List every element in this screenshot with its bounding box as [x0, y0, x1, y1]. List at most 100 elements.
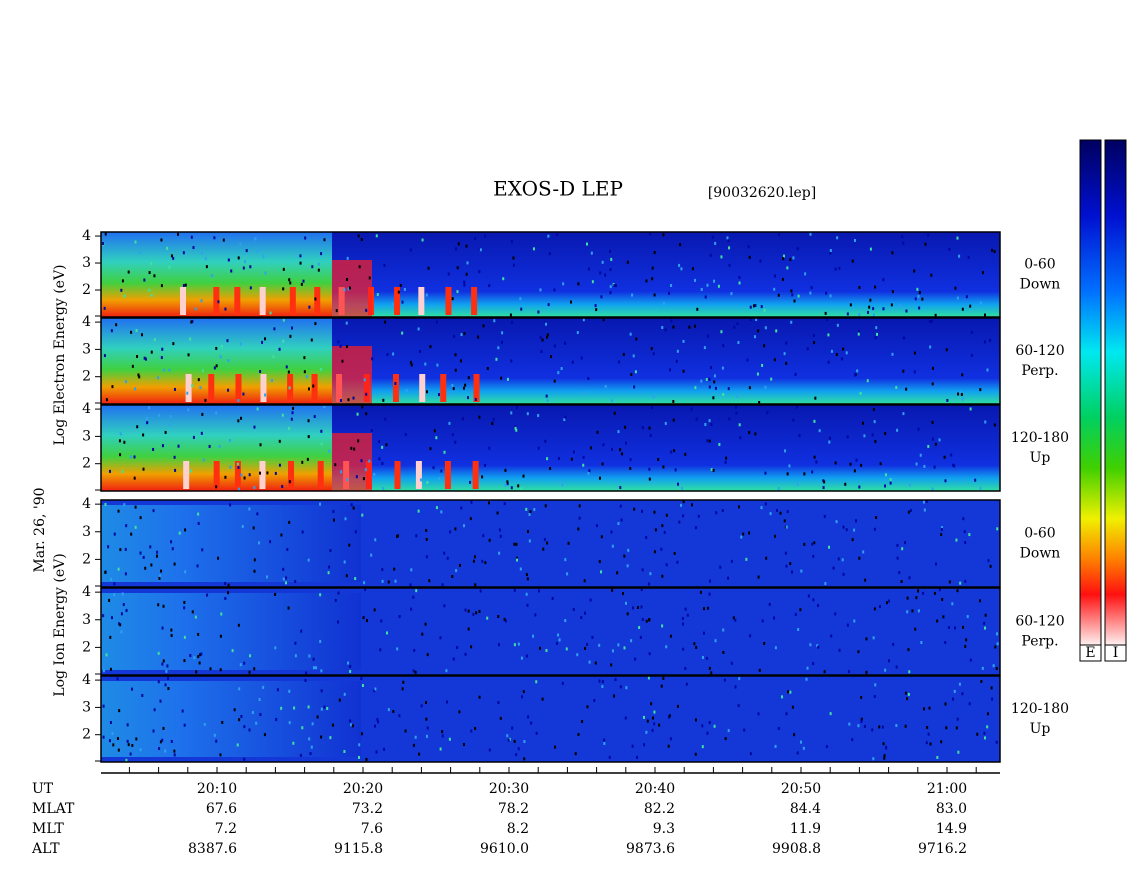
speck: [105, 398, 108, 402]
speck: [667, 744, 670, 748]
y-tick-label: 2: [82, 456, 91, 472]
speck: [470, 729, 473, 733]
speck: [426, 653, 429, 657]
speck: [922, 500, 925, 504]
side-label: Perp.: [1021, 363, 1058, 379]
speck: [775, 508, 778, 512]
speck: [740, 535, 743, 539]
speck: [425, 555, 428, 559]
speck: [139, 748, 142, 752]
speck: [527, 715, 530, 719]
speck: [510, 240, 513, 244]
speck: [781, 695, 784, 699]
speck: [537, 414, 540, 418]
file-name: [90032620.lep]: [708, 185, 816, 201]
speck: [350, 503, 353, 507]
speck: [577, 282, 580, 286]
speck: [642, 715, 645, 719]
speck: [262, 685, 265, 689]
speck: [528, 512, 531, 516]
speck: [541, 697, 544, 701]
speck: [282, 567, 285, 571]
speck: [454, 368, 457, 372]
speck: [429, 345, 432, 349]
speck: [923, 707, 926, 711]
speck: [309, 752, 312, 756]
speck: [981, 271, 984, 275]
speck: [849, 303, 852, 307]
speck: [302, 279, 305, 283]
speck: [421, 632, 424, 636]
speck: [841, 558, 844, 562]
speck: [435, 506, 438, 510]
speck: [564, 341, 567, 345]
speck: [142, 467, 145, 471]
speck: [650, 702, 653, 706]
speck: [763, 308, 766, 312]
speck: [800, 740, 803, 744]
burst: [259, 287, 266, 315]
speck: [194, 615, 197, 619]
speck: [746, 358, 749, 362]
side-label: 120-180: [1011, 701, 1069, 717]
speck: [544, 322, 547, 326]
speck: [229, 503, 232, 507]
speck: [475, 611, 478, 615]
speck: [484, 463, 487, 467]
speck: [863, 724, 866, 728]
speck: [520, 656, 523, 660]
speck: [108, 469, 111, 473]
speck: [509, 313, 512, 317]
speck: [328, 449, 331, 453]
speck: [445, 700, 448, 704]
speck: [437, 393, 440, 397]
speck: [961, 373, 964, 377]
speck: [533, 508, 536, 512]
speck: [240, 473, 243, 477]
speck: [652, 352, 655, 356]
speck: [738, 275, 741, 279]
speck: [127, 743, 130, 747]
speck: [827, 360, 830, 364]
speck: [986, 725, 989, 729]
speck: [420, 704, 423, 708]
speck: [926, 725, 929, 729]
speck: [314, 297, 317, 301]
speck: [136, 425, 139, 429]
speck: [320, 429, 323, 433]
speck: [155, 554, 158, 558]
speck: [790, 570, 793, 574]
speck: [135, 737, 138, 741]
speck: [669, 368, 672, 372]
speck: [510, 359, 513, 363]
speck: [748, 255, 751, 259]
speck: [127, 270, 130, 274]
speck: [785, 361, 788, 365]
speck: [441, 583, 444, 587]
speck: [743, 728, 746, 732]
speck: [373, 689, 376, 693]
speck: [823, 480, 826, 484]
speck: [965, 295, 968, 299]
speck: [150, 350, 153, 354]
speck: [358, 265, 361, 269]
burst: [394, 287, 401, 315]
speck: [495, 357, 498, 361]
color-bar-label-box: [1104, 644, 1127, 662]
speck: [199, 386, 202, 390]
speck: [248, 473, 251, 477]
speck: [221, 720, 224, 724]
speck: [669, 634, 672, 638]
speck: [651, 266, 654, 270]
speck: [198, 661, 201, 665]
panel-frame: [100, 231, 1001, 318]
speck: [446, 556, 449, 560]
speck: [117, 567, 120, 571]
speck: [278, 439, 281, 443]
speck: [836, 323, 839, 327]
speck: [354, 530, 357, 534]
speck: [931, 437, 934, 441]
speck: [722, 628, 725, 632]
speck: [670, 319, 673, 323]
speck: [954, 286, 957, 290]
